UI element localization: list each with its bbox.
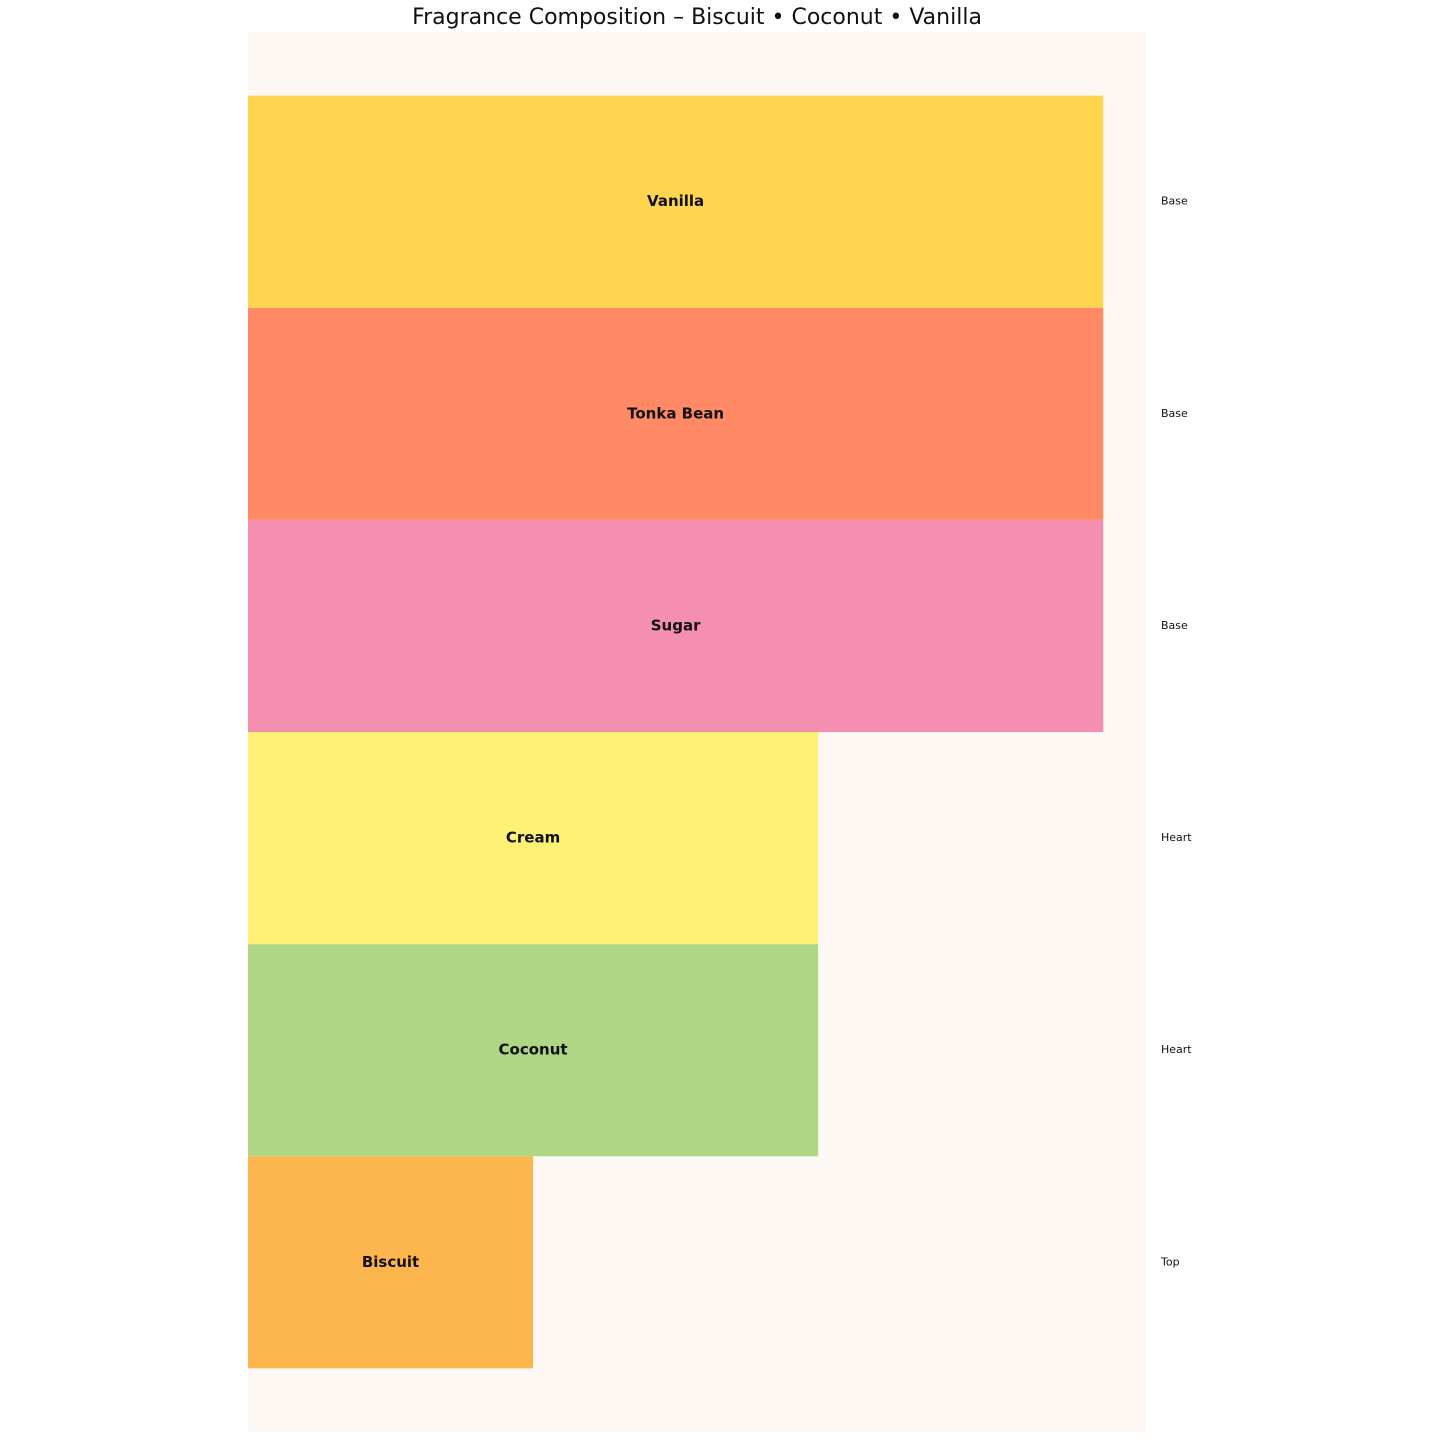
layer-label: Heart <box>1161 1043 1192 1056</box>
chart-title: Fragrance Composition – Biscuit • Coconu… <box>412 5 982 30</box>
bar-label: Sugar <box>651 616 701 634</box>
bar-label: Cream <box>506 829 560 847</box>
bar-label: Tonka Bean <box>627 404 724 422</box>
layer-label: Base <box>1161 619 1188 632</box>
layer-label: Heart <box>1161 831 1192 844</box>
bar-label: Coconut <box>499 1041 568 1059</box>
bar <box>248 95 1104 308</box>
bar <box>248 307 1104 520</box>
bar-label: Biscuit <box>362 1253 419 1271</box>
bar <box>248 944 819 1157</box>
bar <box>248 732 819 945</box>
bar <box>248 1156 534 1369</box>
layer-label: Top <box>1160 1255 1180 1268</box>
layer-label: Base <box>1161 407 1188 420</box>
bar-label: Vanilla <box>647 192 704 210</box>
bar <box>248 519 1104 732</box>
layer-label: Base <box>1161 195 1188 208</box>
